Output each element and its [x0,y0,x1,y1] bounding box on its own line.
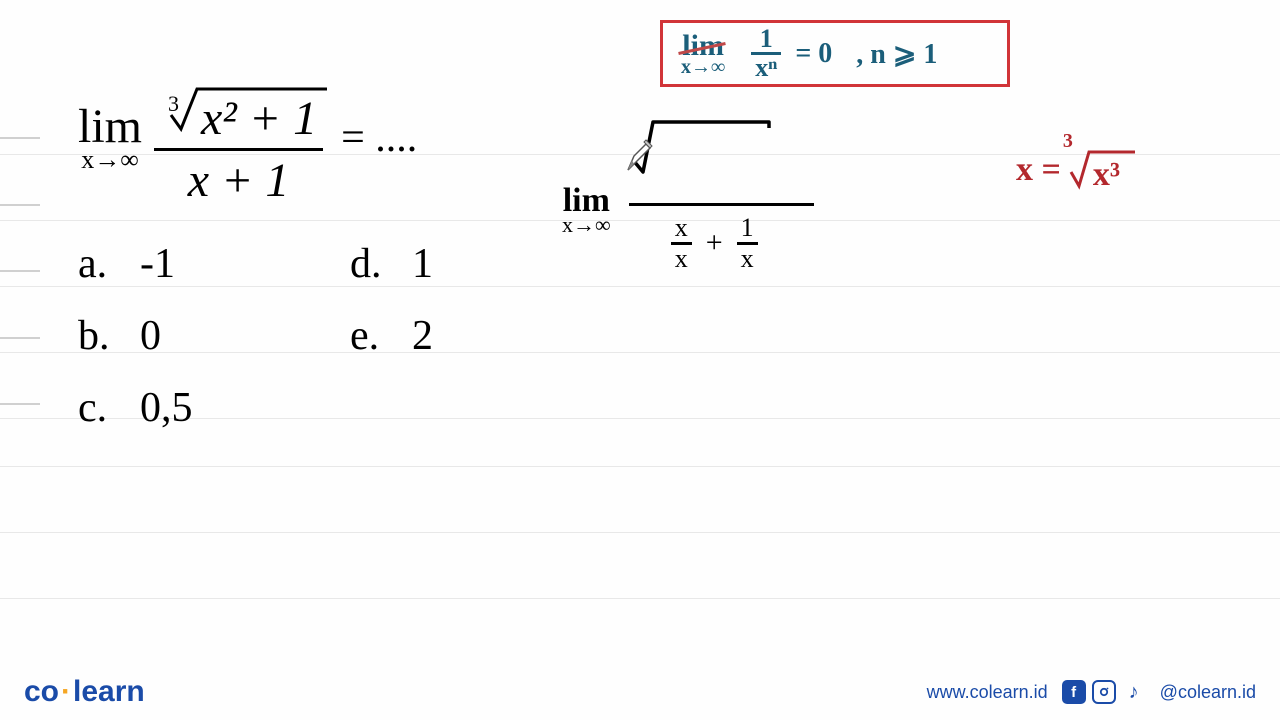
tiny-frac-2: 1 x [737,214,758,273]
facebook-icon: f [1062,680,1086,704]
ruled-line [0,466,1280,467]
footer: co·learn www.colearn.id f ♪ @colearn.id [0,664,1280,720]
red-radicand: x³ [1093,156,1120,194]
option-b: b. 0 [78,312,250,360]
logo-pre: co [24,675,59,708]
option-letter: d. [350,240,412,288]
option-letter: c. [78,384,140,432]
option-value: 0 [140,312,250,360]
tiny-den: x [671,245,692,273]
option-value: 1 [412,240,522,288]
footer-handle: @colearn.id [1160,682,1256,703]
ruled-line [0,532,1280,533]
red-lhs: x = [1016,151,1061,189]
work-limit: lim x→∞ [562,184,611,236]
formula-num: 1 [756,26,777,52]
limit-sub: x→∞ [81,147,139,173]
logo-dot: · [61,675,71,708]
ruled-stub [0,204,40,206]
work-expression: lim x→∞ x x + 1 x [562,148,814,273]
red-root-index: 3 [1063,130,1073,153]
option-letter: a. [78,240,140,288]
limit: lim x→∞ [78,103,142,173]
formula-den: xⁿ [751,55,781,81]
formula-box: lim x→∞ 1 xⁿ = 0 , n ⩾ 1 [660,20,1010,87]
option-a: a. -1 [78,240,250,288]
option-letter: b. [78,312,140,360]
option-value: 0,5 [140,384,250,432]
formula-eq: = 0 [795,38,832,70]
radical-symbol [169,87,329,137]
work-denominator: x x + 1 x [629,206,766,273]
problem-expression: lim x→∞ 3 x² + 1 x + 1 = .... [78,68,417,208]
logo: co·learn [24,675,145,709]
limit-text: lim [682,31,724,61]
social-icons: f ♪ [1062,680,1146,704]
ruled-stub [0,337,40,339]
ruled-stub [0,403,40,405]
formula-cond: , n ⩾ 1 [856,37,937,71]
formula-fraction: 1 xⁿ [751,26,781,81]
tiny-frac-1: x x [671,214,692,273]
tiny-num: 1 [737,214,758,242]
tiny-den: x [737,245,758,273]
plus: + [706,226,723,260]
footer-url: www.colearn.id [927,682,1048,703]
cube-root: 3 x² + 1 [160,91,317,146]
option-c: c. 0,5 [78,384,250,432]
ruled-stub [0,270,40,272]
limit-text: lim [78,103,142,151]
main-fraction: 3 x² + 1 x + 1 [154,68,323,208]
formula-limit: lim x→∞ [681,31,725,77]
pen-cursor-icon [624,138,654,174]
answer-options: a. -1 d. 1 b. 0 e. 2 c. 0,5 [78,240,522,456]
equals-dots: = .... [341,114,417,162]
option-d: d. 1 [350,240,522,288]
ruled-line [0,598,1280,599]
option-letter: e. [350,312,412,360]
tiktok-icon: ♪ [1122,680,1146,704]
red-annotation: x = 3 x³ [1016,148,1139,192]
ruled-stub [0,137,40,139]
denominator: x + 1 [182,151,296,208]
option-e: e. 2 [350,312,522,360]
limit-sub: x→∞ [562,214,611,236]
footer-right: www.colearn.id f ♪ @colearn.id [927,680,1256,704]
option-value: -1 [140,240,250,288]
logo-post: learn [73,675,145,708]
tiny-num: x [671,214,692,242]
option-value: 2 [412,312,522,360]
instagram-icon [1092,680,1116,704]
